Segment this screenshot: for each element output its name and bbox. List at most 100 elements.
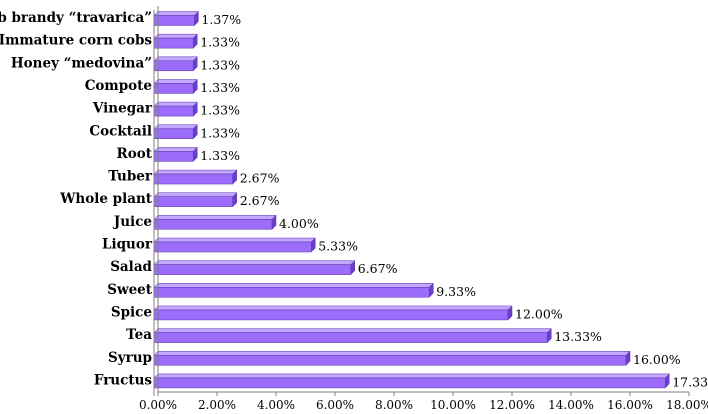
bar-end-face xyxy=(192,124,198,140)
x-tick-label: 16.00% xyxy=(607,398,653,412)
bar-top-face xyxy=(153,147,198,152)
bar-end-face xyxy=(194,10,199,27)
bar xyxy=(153,355,627,366)
bar-top-face xyxy=(153,124,198,129)
category-label: Immature corn cobs xyxy=(0,33,152,49)
bar-end-face xyxy=(350,260,356,276)
value-label: 17.33% xyxy=(672,374,708,389)
bar xyxy=(153,241,312,253)
value-label: 9.33% xyxy=(436,284,476,299)
bars-layer xyxy=(153,10,670,389)
bar xyxy=(153,309,509,321)
bar-end-face xyxy=(507,305,513,321)
value-label: 16.00% xyxy=(633,352,681,367)
value-label: 12.00% xyxy=(515,306,563,321)
bar xyxy=(153,37,194,49)
bar-end-face xyxy=(664,373,670,389)
x-tick-label: 2.00% xyxy=(198,398,236,412)
bar-end-face xyxy=(192,56,198,72)
category-label: Root xyxy=(117,146,153,162)
value-label: 13.33% xyxy=(554,329,602,344)
category-label: Whole plant xyxy=(59,191,153,207)
category-label: Vinegar xyxy=(92,101,153,117)
bar-top-face xyxy=(153,33,198,39)
category-label: Juice xyxy=(113,214,152,230)
x-tick-label: 12.00% xyxy=(489,398,535,412)
category-label: Compote xyxy=(85,78,152,94)
bar-end-face xyxy=(232,192,238,208)
category-label: Tea xyxy=(126,327,152,343)
bar-top-face xyxy=(153,56,198,62)
value-label: 2.67% xyxy=(240,193,280,208)
category-label: Liquor xyxy=(102,237,153,253)
value-label: 1.33% xyxy=(200,125,240,140)
bar-top-face xyxy=(153,283,434,288)
x-tick-label: 10.00% xyxy=(430,398,476,412)
category-label: Salad xyxy=(110,259,152,275)
value-label: 1.33% xyxy=(200,35,240,50)
bar-top-face xyxy=(153,79,198,84)
value-label: 1.33% xyxy=(200,80,240,95)
bar xyxy=(153,60,194,72)
x-tick-label: 6.00% xyxy=(316,398,354,412)
bar xyxy=(153,377,666,389)
value-label: 1.37% xyxy=(201,12,241,27)
x-tick-label: 18.00% xyxy=(666,398,708,412)
bar-end-face xyxy=(271,214,277,230)
x-tick-label: 0.00% xyxy=(139,398,177,412)
category-label: Honey “medovina” xyxy=(11,55,152,71)
bar-top-face xyxy=(153,373,670,379)
bar-end-face xyxy=(192,78,198,95)
category-label: Syrup xyxy=(108,350,152,366)
x-tick-label: 8.00% xyxy=(375,398,413,412)
bar-end-face xyxy=(232,169,238,185)
bar-end-face xyxy=(192,33,198,49)
bar-top-face xyxy=(153,237,316,243)
category-label: Herb brandy “travarica” xyxy=(0,10,152,26)
bar xyxy=(153,15,195,26)
labels-layer: 0.00% 2.00% 4.00% 6.00% 8.00% 10.00% 12.00% 14.… xyxy=(0,10,708,412)
bar-end-face xyxy=(192,146,198,163)
value-label: 1.33% xyxy=(200,148,240,163)
bar xyxy=(153,173,234,185)
bar xyxy=(153,196,234,207)
bar-top-face xyxy=(153,215,277,220)
bar xyxy=(153,128,194,139)
bar-end-face xyxy=(625,350,631,366)
bar xyxy=(153,105,194,117)
value-label: 1.33% xyxy=(200,103,240,118)
category-label: Tuber xyxy=(108,169,153,185)
bar-end-face xyxy=(546,327,552,344)
bar-top-face xyxy=(153,11,200,16)
x-tick-label: 4.00% xyxy=(257,398,295,412)
category-label: Fructus xyxy=(94,372,153,388)
category-label: Spice xyxy=(111,304,152,320)
bar-top-face xyxy=(153,260,356,265)
bar-end-face xyxy=(428,282,434,298)
category-label: Cocktail xyxy=(89,123,152,139)
bar-end-face xyxy=(310,237,316,253)
value-label: 5.33% xyxy=(318,239,358,254)
bar-top-face xyxy=(153,305,513,311)
bar-top-face xyxy=(153,351,631,356)
x-tick-label: 14.00% xyxy=(548,398,594,412)
bar-top-face xyxy=(153,328,552,333)
bar-top-face xyxy=(153,169,238,175)
category-label: Sweet xyxy=(107,282,153,298)
value-label: 1.33% xyxy=(200,57,240,72)
value-label: 6.67% xyxy=(358,261,398,276)
bar-end-face xyxy=(192,101,198,117)
bar xyxy=(153,151,194,162)
bar-top-face xyxy=(153,192,238,197)
value-label: 4.00% xyxy=(279,216,319,231)
bar xyxy=(153,332,548,343)
bar-top-face xyxy=(153,101,198,107)
bar xyxy=(153,219,273,230)
value-label: 2.67% xyxy=(240,171,280,186)
bar xyxy=(153,287,430,298)
axis-layer xyxy=(153,6,690,396)
bar xyxy=(153,264,352,275)
bar xyxy=(153,83,194,94)
